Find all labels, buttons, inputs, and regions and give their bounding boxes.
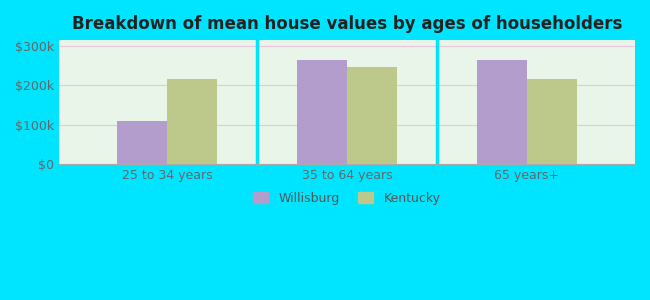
Legend: Willisburg, Kentucky: Willisburg, Kentucky bbox=[248, 187, 445, 210]
Bar bbox=[347, 67, 397, 164]
Bar bbox=[476, 60, 527, 164]
Title: Breakdown of mean house values by ages of householders: Breakdown of mean house values by ages o… bbox=[72, 15, 622, 33]
Bar bbox=[527, 79, 577, 164]
Bar bbox=[167, 79, 217, 164]
Bar bbox=[116, 121, 167, 164]
Bar bbox=[296, 60, 347, 164]
